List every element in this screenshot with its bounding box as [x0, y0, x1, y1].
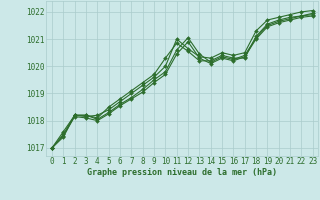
X-axis label: Graphe pression niveau de la mer (hPa): Graphe pression niveau de la mer (hPa)	[87, 168, 277, 177]
